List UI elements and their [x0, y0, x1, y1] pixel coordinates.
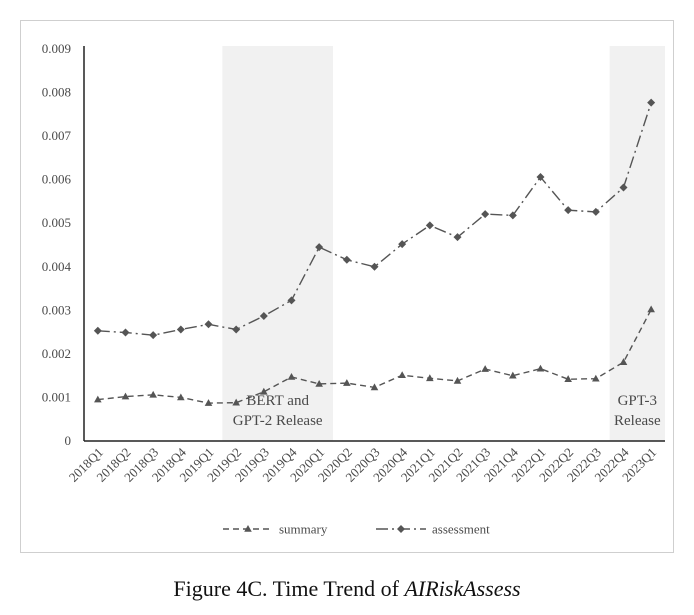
data-point-assessment	[425, 221, 434, 230]
shaded-region-1	[609, 46, 665, 441]
data-point-summary	[370, 383, 379, 391]
data-point-assessment	[370, 262, 379, 271]
chart-frame: 0 0.001 0.002 0.003 0.004 0.005 0.006 0.007 0.00…	[20, 20, 674, 553]
legend-item-summary: summary	[223, 522, 328, 537]
data-point-summary	[315, 379, 323, 387]
data-point-summary	[177, 393, 185, 401]
data-point-summary	[287, 372, 296, 380]
y-tick-label: 0.008	[42, 85, 71, 100]
caption-emphasis: AIRiskAssess	[404, 576, 521, 601]
y-tick-label: 0.007	[42, 128, 72, 143]
legend-marker-summary	[244, 525, 252, 532]
data-point-assessment	[176, 325, 185, 334]
annotations: BERT and GPT-2 Release GPT-3 Release	[233, 393, 661, 429]
axes	[83, 46, 665, 442]
data-point-summary	[260, 387, 268, 395]
region-label-1: Release	[614, 413, 661, 429]
data-point-summary	[453, 376, 462, 384]
data-point-summary	[481, 365, 489, 372]
data-point-assessment	[287, 296, 296, 305]
data-point-assessment	[647, 98, 656, 107]
legend-label-summary: summary	[279, 522, 328, 537]
data-point-assessment	[149, 331, 158, 340]
data-point-assessment	[591, 207, 600, 216]
data-point-summary	[398, 371, 406, 379]
data-point-assessment	[564, 206, 573, 215]
data-point-assessment	[398, 240, 407, 249]
caption-prefix: Figure 4C. Time Trend of	[173, 576, 405, 601]
data-point-assessment	[204, 320, 213, 329]
data-point-summary	[509, 371, 517, 379]
shaded-regions	[222, 46, 665, 441]
y-tick-label: 0.005	[42, 215, 71, 230]
region-label-1: GPT-3	[618, 393, 657, 409]
legend-label-assessment: assessment	[432, 522, 490, 537]
data-point-assessment	[342, 255, 351, 264]
line-chart: 0 0.001 0.002 0.003 0.004 0.005 0.006 0.007 0.00…	[42, 41, 665, 537]
series-lines	[93, 98, 656, 406]
y-tick-label: 0.002	[42, 346, 71, 361]
data-point-summary	[343, 379, 351, 386]
data-point-assessment	[536, 173, 545, 182]
x-tick-labels: 2018Q12018Q22018Q32018Q42019Q12019Q22019…	[66, 444, 660, 485]
data-point-assessment	[481, 210, 490, 219]
data-point-summary	[149, 390, 157, 398]
y-tick-label: 0.003	[42, 302, 71, 317]
data-point-summary	[592, 374, 600, 382]
data-point-assessment	[93, 326, 102, 335]
data-point-summary	[94, 395, 102, 403]
data-point-assessment	[232, 325, 241, 334]
region-label-0: BERT and	[246, 393, 309, 409]
legend: summary assessment	[223, 522, 490, 537]
y-tick-label: 0.006	[42, 172, 72, 187]
figure-caption: Figure 4C. Time Trend of AIRiskAssess	[0, 576, 694, 602]
series-line-assessment	[97, 102, 652, 336]
data-point-summary	[121, 392, 130, 400]
y-tick-label: 0.009	[42, 41, 71, 56]
data-point-assessment	[508, 211, 517, 220]
data-point-summary	[426, 374, 434, 382]
y-tick-label: 0.001	[42, 389, 71, 404]
region-label-0: GPT-2 Release	[233, 413, 323, 429]
y-tick-label: 0.004	[42, 259, 72, 274]
y-tick-labels: 0 0.001 0.002 0.003 0.004 0.005 0.006 0.007 0.00…	[42, 41, 72, 448]
series-assessment	[93, 98, 656, 340]
data-point-summary	[564, 375, 572, 382]
data-point-summary	[232, 398, 240, 406]
data-point-summary	[204, 399, 213, 406]
shaded-region-0	[222, 46, 333, 441]
data-point-summary	[619, 358, 628, 365]
data-point-summary	[647, 305, 655, 313]
legend-item-assessment: assessment	[376, 522, 490, 537]
series-summary	[94, 305, 655, 406]
data-point-assessment	[121, 328, 130, 337]
data-point-assessment	[453, 233, 462, 242]
data-point-assessment	[259, 311, 268, 320]
legend-marker-assessment	[397, 525, 405, 533]
data-point-summary	[536, 364, 545, 372]
data-point-assessment	[619, 183, 628, 192]
data-point-assessment	[315, 243, 324, 252]
y-tick-label: 0	[65, 433, 72, 448]
